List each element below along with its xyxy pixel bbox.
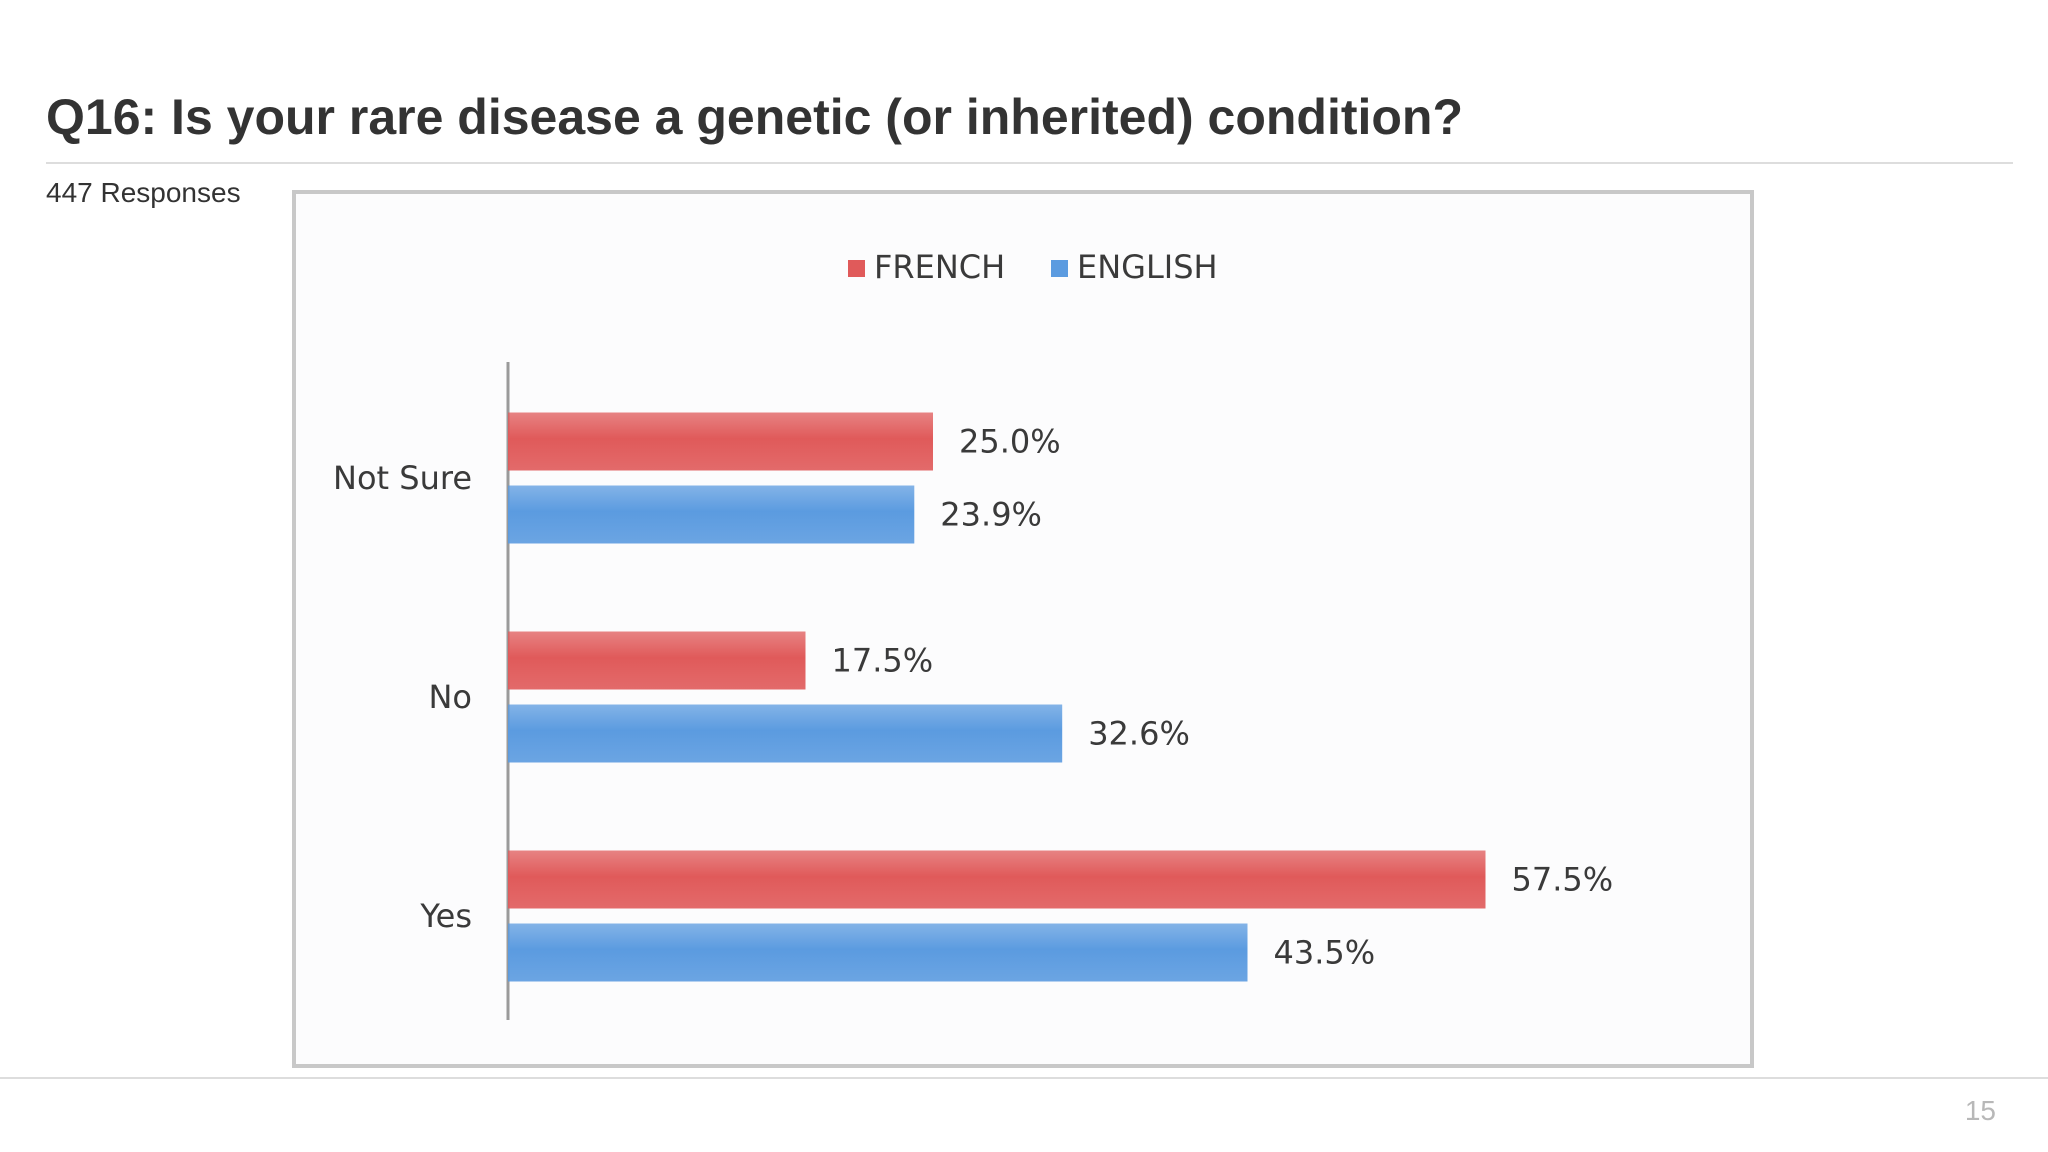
data-label: 23.9%: [940, 496, 1042, 534]
data-label: 32.6%: [1088, 715, 1190, 753]
bar-french: [508, 631, 806, 690]
data-label: 57.5%: [1512, 861, 1614, 899]
category-label: No: [428, 678, 472, 716]
bar-chart: Not Sure 25.0% 23.9% No 17.5% 32.6% Yes 57.5% 43…: [333, 248, 1614, 1020]
page-number: 15: [1964, 1095, 1996, 1126]
legend-swatch-english: [1051, 260, 1068, 277]
response-count: 447 Responses: [46, 177, 241, 208]
legend-label: ENGLISH: [1077, 248, 1218, 286]
data-label: 25.0%: [959, 423, 1061, 461]
legend-swatch-french: [848, 260, 865, 277]
category-label: Yes: [419, 897, 472, 935]
chart-frame: Not Sure 25.0% 23.9% No 17.5% 32.6% Yes 57.5% 43…: [292, 190, 1754, 1068]
bar-english: [508, 485, 915, 544]
legend-label: FRENCH: [874, 248, 1005, 286]
category-label: Not Sure: [333, 459, 472, 497]
footer-divider: [0, 1077, 2048, 1079]
bar-english: [508, 704, 1063, 763]
bar-french: [508, 412, 933, 471]
data-label: 43.5%: [1274, 934, 1376, 972]
data-label: 17.5%: [832, 642, 934, 680]
bar-english: [508, 923, 1248, 982]
slide-title: Q16: Is your rare disease a genetic (or …: [46, 89, 1464, 145]
bar-french: [508, 850, 1486, 909]
title-divider: [46, 162, 2013, 164]
